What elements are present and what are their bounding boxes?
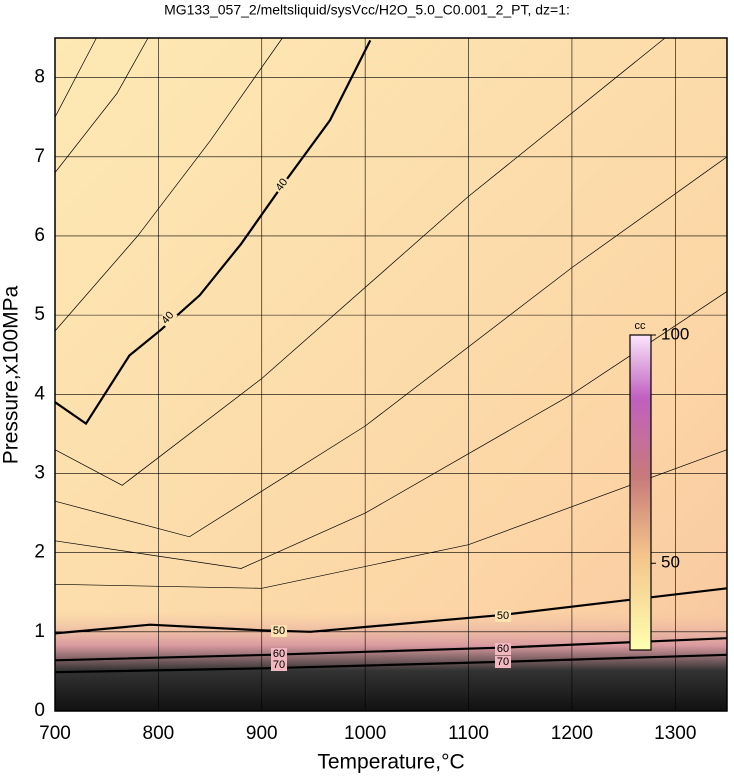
contour-label-bg [495,643,511,655]
contour-label: 60 [273,648,285,660]
contour-label: 40 [273,176,290,193]
colorbar: cc 50 100 [629,320,689,651]
dense-contour-band [55,610,727,711]
contour-label: 50 [497,610,509,622]
x-tick-label: 700 [39,723,71,744]
x-tick-label: 900 [246,723,278,744]
colorbar-tick-label: 100 [661,324,689,343]
contour-label-bg [272,175,292,195]
x-tick-label: 1200 [551,723,593,744]
plot-frame [54,37,728,712]
x-tick-label: 800 [143,723,175,744]
y-tick-label: 1 [34,621,45,642]
contour-label-bg [271,648,287,660]
contour-label: 50 [273,625,285,637]
contour-label-bg [495,610,511,622]
ticks: 700 800 900 1000 1100 1200 1300 0 1 2 3 4 5 6 7 8 [34,67,696,744]
contour-line [54,449,728,589]
contour-line [54,37,666,486]
colorbar-scale [629,334,652,651]
plot-background [55,38,727,711]
contour-line [54,637,728,662]
x-tick-label: 1100 [448,723,489,744]
y-tick-label: 0 [34,700,45,721]
contour-line [54,37,283,332]
contour-line [54,653,728,674]
contour-label-bg [271,625,287,637]
colorbar-label: cc [635,320,647,332]
y-tick-label: 7 [34,146,45,167]
contour-label: 70 [273,659,285,671]
contour-line [54,37,97,118]
y-tick-label: 3 [34,462,45,483]
y-tick-label: 8 [34,67,45,88]
x-tick-label: 1300 [654,723,696,744]
contour-line [54,39,372,426]
contour-line [54,37,149,173]
y-tick-label: 5 [34,304,45,325]
contour-line [54,156,728,538]
contour-label: 60 [497,643,509,655]
contour-label-bg [271,659,287,671]
chart-title: MG133_057_2/meltsliquid/sysVcc/H2O_5.0_C… [164,2,570,18]
colorbar-tick-label: 50 [661,553,680,572]
x-axis-label: Temperature,°C [317,751,464,774]
contour-label: 70 [497,656,509,668]
y-tick-label: 2 [34,542,45,563]
contour-label-bg [495,656,511,668]
x-tick-label: 1000 [344,723,386,744]
contour-line [54,291,728,569]
y-axis-label: Pressure,x100MPa [0,285,23,464]
y-tick-label: 6 [34,225,45,246]
y-tick-label: 4 [34,383,45,404]
contour-label-bg [158,308,178,328]
